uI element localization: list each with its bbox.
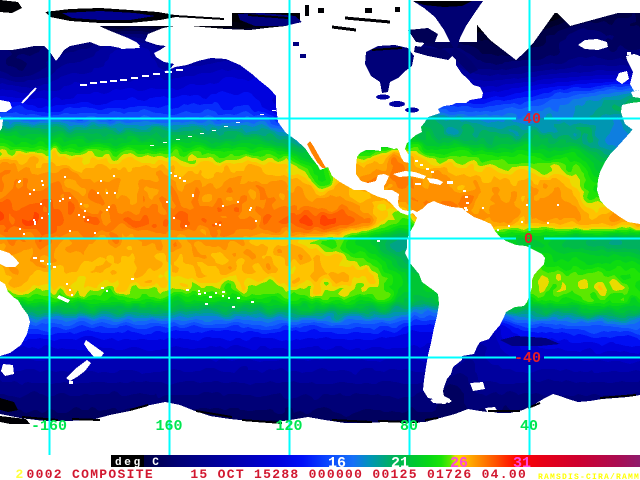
svg-text:-160: -160 xyxy=(31,418,67,435)
svg-text:0: 0 xyxy=(524,231,533,248)
svg-text:31: 31 xyxy=(513,455,531,472)
svg-text:0002 COMPOSITE 15 OCT 15288: 0002 COMPOSITE 15 OCT 15288 000000 00125… xyxy=(27,467,528,480)
svg-text:deg C: deg C xyxy=(115,457,162,469)
svg-text:120: 120 xyxy=(275,418,302,435)
svg-text:26: 26 xyxy=(450,455,468,472)
svg-text:40: 40 xyxy=(520,418,538,435)
svg-text:80: 80 xyxy=(400,418,418,435)
svg-text:160: 160 xyxy=(155,418,182,435)
svg-text:-40: -40 xyxy=(514,350,541,367)
svg-text:RAMSDIS-CIRA/RAMM: RAMSDIS-CIRA/RAMM xyxy=(538,473,640,480)
svg-text:16: 16 xyxy=(328,455,346,472)
svg-text:40: 40 xyxy=(523,111,541,128)
svg-text:2: 2 xyxy=(16,467,25,480)
svg-text:21: 21 xyxy=(391,455,409,472)
